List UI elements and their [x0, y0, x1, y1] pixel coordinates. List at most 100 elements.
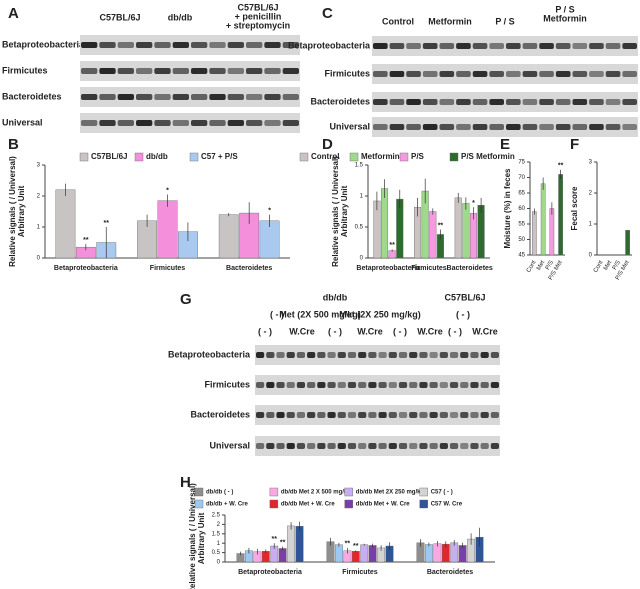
gel-band: [209, 42, 226, 48]
gel-band: [227, 68, 244, 74]
gel-band: [81, 68, 98, 74]
gel-header: W.Cre: [357, 326, 383, 336]
gel-band: [296, 382, 306, 388]
legend-swatch: [189, 152, 199, 162]
legend-swatch: [269, 487, 279, 497]
gel-header: Met (2X 250 mg/kg): [339, 309, 421, 319]
y-tick-label: 1: [589, 222, 593, 228]
bar: [462, 203, 470, 259]
panel-label: D: [322, 136, 333, 153]
gel-band: [81, 94, 98, 100]
legend-swatch: [419, 499, 428, 509]
gel-band: [605, 99, 621, 105]
y-tick-label: 2: [37, 194, 41, 200]
legend-label: C57 ( - ): [431, 490, 453, 496]
gel-band: [337, 352, 346, 358]
gel-header: W.Cre: [289, 326, 315, 336]
gel-row-label: Universal: [329, 121, 370, 131]
gel-band: [589, 99, 604, 105]
gel-header: ( - ): [448, 326, 462, 336]
gel-header: C57BL/6J: [99, 12, 140, 22]
gel-band: [172, 42, 189, 48]
gel-strip: [80, 61, 300, 81]
x-tick-label: Bacteroidetes: [226, 265, 272, 272]
gel-band: [264, 94, 281, 100]
y-tick-label: 60: [518, 206, 525, 212]
gel-row-label: Bacteroidetes: [190, 409, 250, 419]
gel-band: [506, 71, 521, 77]
panel-label: E: [500, 136, 510, 153]
gel-header: Met (2X 500 mg/kg): [279, 309, 361, 319]
y-axis-label: Moisture (%) in feces: [503, 168, 512, 249]
gel-band: [605, 124, 621, 130]
gel-band: [172, 68, 189, 74]
y-axis-label: Fecal score: [570, 186, 579, 231]
gel-band: [490, 352, 499, 358]
gel-band: [506, 99, 521, 105]
legend-swatch: [299, 152, 309, 162]
gel-band: [419, 443, 428, 449]
gel-band: [256, 412, 265, 418]
gel-band: [388, 352, 397, 358]
gel-band: [389, 71, 405, 77]
gel-band: [256, 443, 265, 449]
gel-band: [460, 412, 469, 418]
gel-band: [480, 412, 489, 418]
significance: **: [271, 536, 277, 543]
gel-band: [398, 352, 408, 358]
gel-band: [429, 352, 438, 358]
gel-band: [347, 352, 357, 358]
gel-strip: [80, 87, 300, 107]
x-tick-label: Met: [603, 260, 613, 272]
bar: [540, 183, 546, 256]
gel-band: [266, 412, 275, 418]
gel-row-label: Universal: [2, 117, 43, 127]
legend-label: P/S Metformin: [461, 152, 515, 161]
y-tick-label: 70: [518, 175, 525, 181]
gel-band: [572, 124, 588, 130]
gel-band: [266, 382, 275, 388]
legend-label: db/db + W. Cre: [206, 502, 248, 508]
gel-band: [266, 352, 275, 358]
gel-header: db/db: [168, 12, 193, 22]
panel-label: H: [180, 474, 191, 491]
legend-swatch: [344, 499, 353, 509]
y-tick-label: 50: [518, 237, 525, 243]
legend-swatch: [269, 499, 279, 509]
gel-band: [622, 71, 637, 77]
gel-band: [373, 71, 388, 77]
legend-swatch: [344, 487, 353, 497]
gel-band: [449, 443, 459, 449]
gel-band: [276, 443, 285, 449]
legend-label: P/S: [411, 152, 425, 161]
gel-band: [81, 120, 98, 126]
bar: [429, 211, 437, 259]
gel-band: [209, 94, 226, 100]
gel-band: [136, 42, 153, 48]
gel-band: [388, 443, 397, 449]
gel-band: [276, 412, 285, 418]
gel-band: [406, 124, 421, 130]
gel-band: [470, 443, 479, 449]
gel-strip: [372, 64, 638, 84]
gel-band: [358, 443, 367, 449]
bar: [532, 211, 537, 256]
gel-band: [419, 352, 428, 358]
gel-band: [368, 382, 377, 388]
gel-strip: [372, 36, 638, 56]
gel-band: [489, 71, 504, 77]
gel-header: ( - ): [456, 309, 470, 319]
gel-band: [449, 412, 459, 418]
significance: **: [558, 163, 564, 170]
bar: [450, 542, 459, 563]
gel-row-label: Firmicutes: [204, 379, 250, 389]
gel-band: [99, 94, 116, 100]
gel-strip: [255, 436, 500, 456]
gel-band: [472, 43, 488, 49]
gel-band: [317, 443, 326, 449]
gel-band: [456, 99, 471, 105]
y-tick-label: 0.5: [212, 550, 221, 556]
gel-band: [191, 68, 208, 74]
x-tick-label: P/S: [612, 260, 622, 271]
y-tick-label: 1: [360, 194, 364, 200]
